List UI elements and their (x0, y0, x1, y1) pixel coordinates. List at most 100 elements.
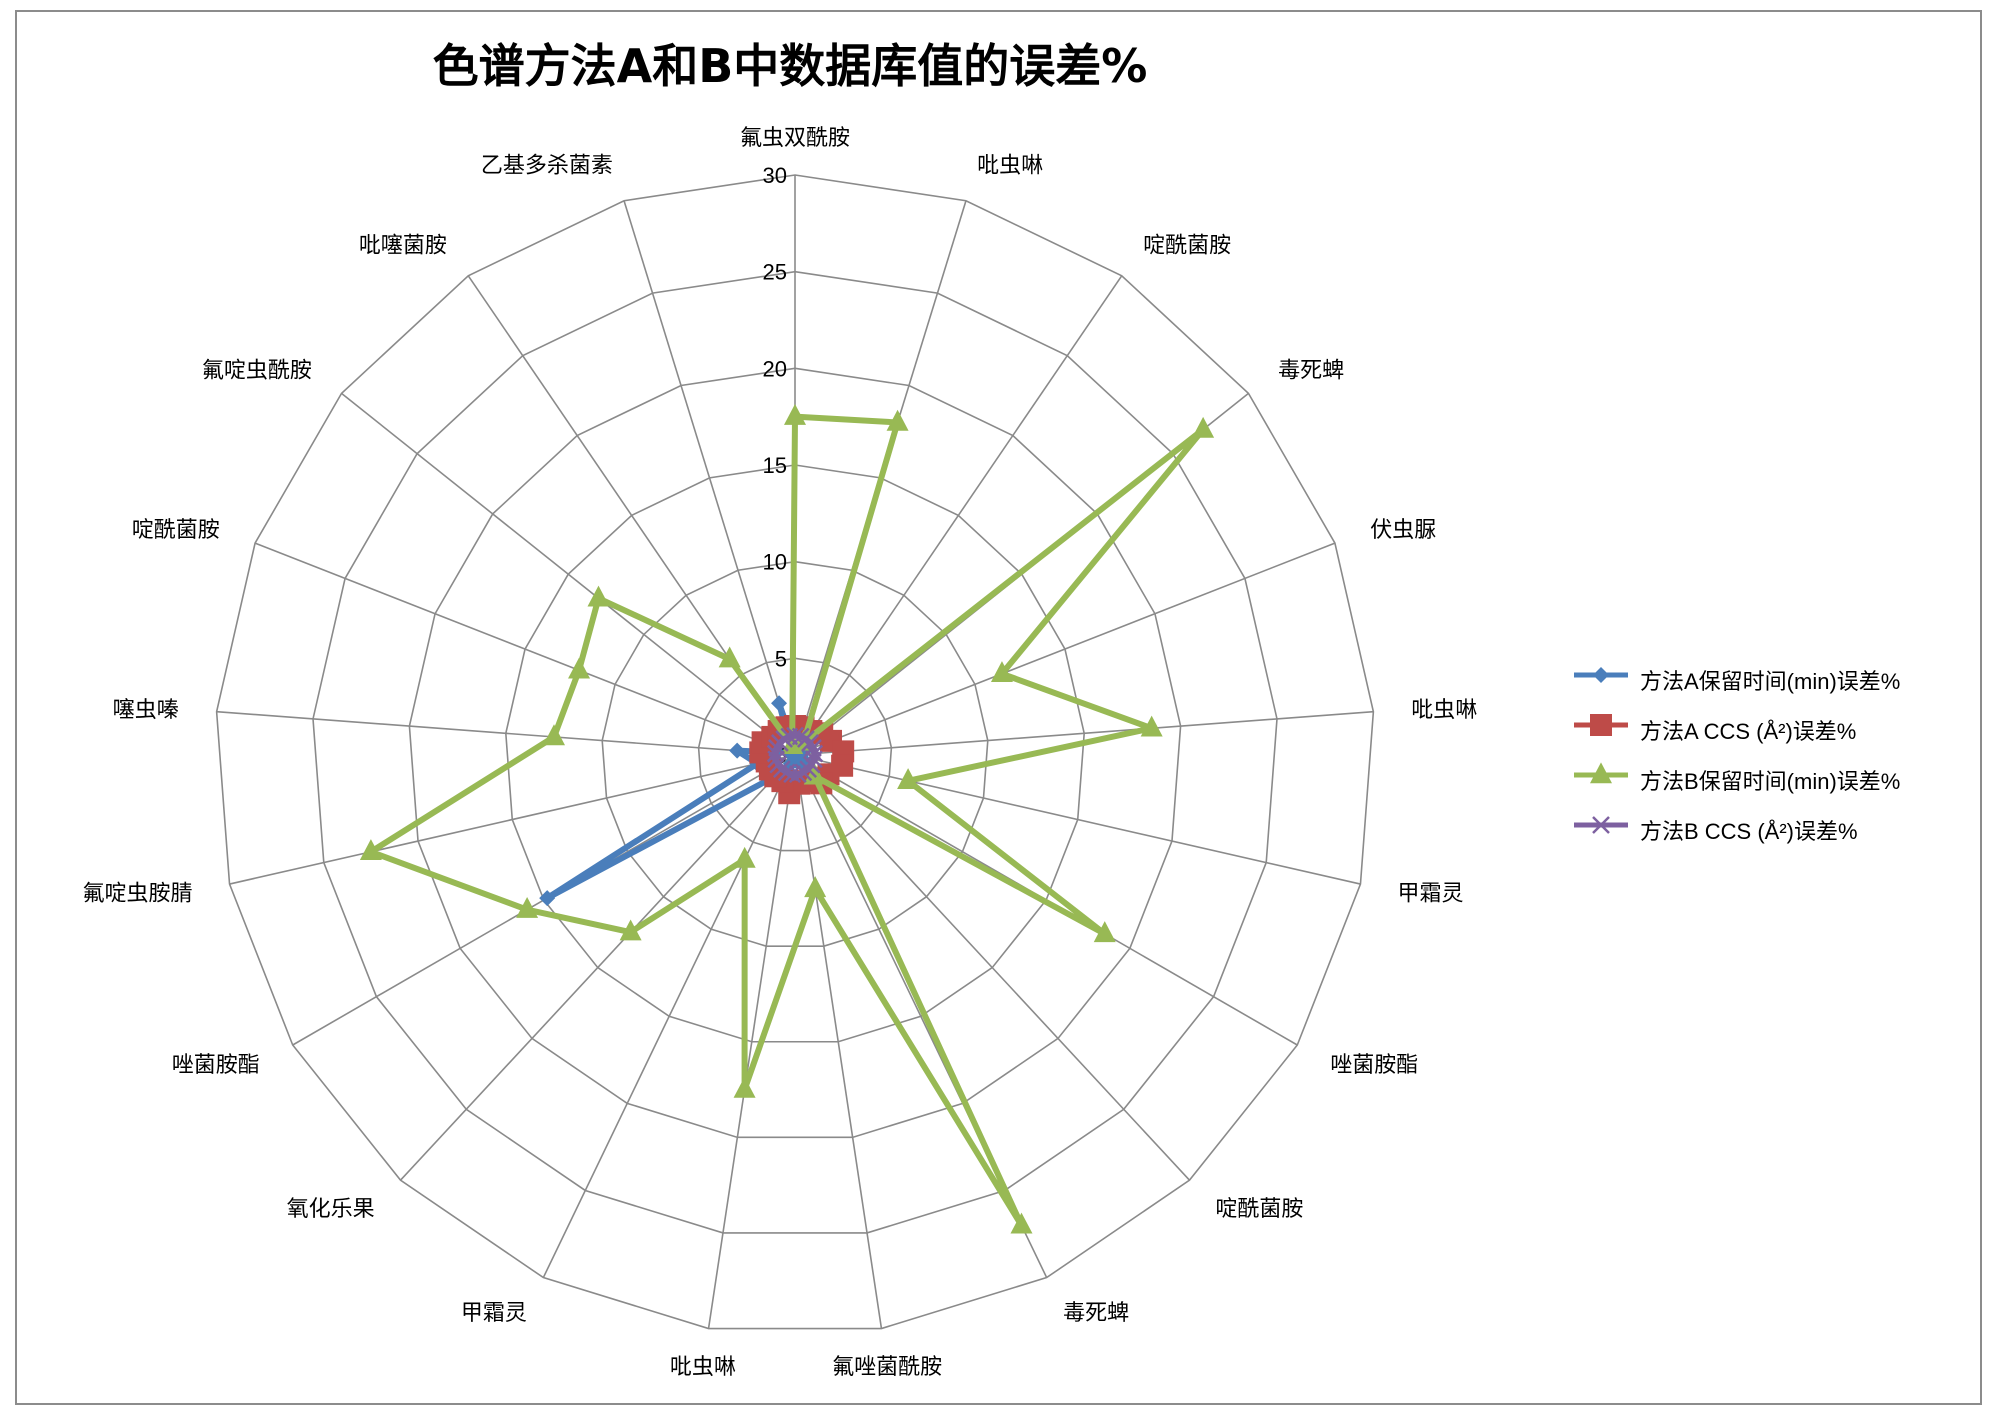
data-point-triangle (1093, 921, 1116, 943)
data-point-triangle (1010, 1212, 1033, 1234)
data-point-x (804, 750, 823, 769)
radial-tick-label: 25 (763, 260, 787, 285)
legend-label: 方法A CCS (Å²)误差% (1640, 719, 1857, 744)
data-point-triangle (990, 661, 1013, 683)
category-label: 吡虫啉 (670, 1355, 736, 1380)
category-label: 甲霜灵 (461, 1301, 527, 1326)
data-point-triangle (543, 724, 566, 746)
data-point-diamond (771, 695, 788, 712)
category-label: 唑菌胺酯 (1330, 1053, 1418, 1078)
data-point-triangle (733, 846, 756, 868)
data-point-square (1590, 714, 1612, 736)
grid-ring (697, 657, 893, 852)
data-point-triangle (784, 404, 806, 425)
legend-item: 方法A CCS (Å²)误差% (1570, 705, 1970, 755)
legend-label: 方法B保留时间(min)误差% (1640, 769, 1901, 794)
radial-tick-label: 10 (763, 550, 787, 575)
data-point-x (780, 727, 799, 746)
category-label: 氧化乐果 (287, 1197, 375, 1222)
data-point-triangle (619, 919, 642, 941)
category-label: 吡虫啉 (1411, 698, 1477, 723)
radial-tick-label: 20 (763, 356, 787, 381)
category-label: 乙基多杀菌素 (481, 153, 613, 178)
data-point-triangle (1140, 715, 1163, 737)
data-point-x (775, 730, 793, 748)
data-point-triangle (886, 409, 909, 431)
series-line (367, 413, 1207, 1229)
data-point-triangle (733, 1076, 756, 1098)
category-label: 啶酰菌胺 (1143, 233, 1231, 258)
category-label: 毒死蜱 (1063, 1301, 1129, 1326)
radial-tick-label: 15 (763, 453, 787, 478)
data-point-diamond (729, 742, 746, 759)
data-point-triangle (804, 876, 827, 898)
legend-swatch (1574, 667, 1628, 683)
grid-spoke (794, 710, 1374, 756)
category-label: 噻虫嗪 (113, 698, 179, 723)
data-point-x (801, 734, 819, 752)
category-label: 氟唑菌酰胺 (832, 1355, 942, 1380)
category-label: 吡噻菌胺 (359, 233, 447, 258)
data-point-x (786, 726, 804, 745)
grid-ring (408, 367, 1182, 1139)
radial-tick-labels: 051015202530 (763, 163, 787, 768)
grid-spoke (794, 275, 1123, 756)
data-point-triangle (897, 768, 920, 790)
grid-spoke (229, 754, 796, 885)
chart-title: 色谱方法A和B中数据库值的误差% (432, 39, 1148, 93)
legend-item: 方法B保留时间(min)误差% (1570, 755, 1970, 805)
legend-label: 方法A保留时间(min)误差% (1640, 669, 1901, 694)
legend-swatch (1574, 714, 1628, 736)
chart-frame (15, 10, 1982, 1405)
grid-ring (215, 174, 1375, 1330)
grid-spoke (542, 754, 796, 1278)
legend-item: 方法A保留时间(min)误差% (1570, 655, 1970, 705)
data-point-triangle (1192, 416, 1215, 438)
category-label: 啶酰菌胺 (1215, 1197, 1303, 1222)
radial-tick-label: 30 (763, 163, 787, 188)
data-point-x (783, 765, 802, 784)
legend-label: 方法B CCS (Å²)误差% (1640, 819, 1858, 844)
category-label: 吡虫啉 (977, 153, 1043, 178)
category-label: 氟啶虫胺腈 (82, 882, 192, 907)
data-point-x (1592, 816, 1610, 834)
legend: 方法A保留时间(min)误差% 方法A CCS (Å²)误差% 方法B保留时间(mi… (1570, 655, 1970, 855)
legend-swatch (1574, 762, 1628, 784)
category-labels: 氟虫双酰胺吡虫啉啶酰菌胺毒死蜱伏虫脲吡虫啉甲霜灵唑菌胺酯啶酰菌胺毒死蜱氟唑菌酰胺… (82, 126, 1477, 1380)
grid-spoke (794, 542, 1336, 756)
category-label: 啶酰菌胺 (132, 518, 220, 543)
series-layer (359, 404, 1215, 1234)
data-point-triangle (516, 897, 539, 918)
legend-item: 方法B CCS (Å²)误差% (1570, 805, 1970, 855)
grid-spoke (399, 754, 796, 1181)
data-point-triangle (587, 585, 610, 607)
data-point-triangle (359, 839, 382, 861)
grid-ring (312, 270, 1278, 1234)
grid-spoke (794, 754, 1361, 885)
grid-spoke (216, 710, 796, 756)
series-group (766, 726, 824, 784)
grid-spoke (254, 542, 796, 756)
grid-ring (505, 464, 1085, 1043)
grid-spoke (794, 754, 883, 1329)
data-point-diamond (539, 890, 556, 907)
data-point-x (769, 755, 788, 774)
data-point-triangle (1590, 762, 1612, 784)
category-label: 唑菌胺酯 (172, 1053, 260, 1078)
data-point-x (805, 744, 824, 763)
data-point-x (766, 744, 785, 763)
category-label: 甲霜灵 (1398, 882, 1464, 907)
category-label: 氟虫双酰胺 (740, 126, 850, 151)
series-group (359, 404, 1215, 1234)
data-point-triangle (568, 657, 591, 679)
category-label: 毒死蜱 (1278, 359, 1344, 384)
category-label: 氟啶虫酰胺 (202, 359, 312, 384)
legend-swatch (1574, 816, 1628, 834)
grid-spoke (341, 392, 796, 756)
data-point-diamond (1593, 667, 1609, 683)
data-point-triangle (718, 646, 741, 668)
grid-spoke (794, 754, 1191, 1181)
radial-tick-label: 5 (775, 646, 787, 671)
grid-spoke (707, 754, 796, 1329)
